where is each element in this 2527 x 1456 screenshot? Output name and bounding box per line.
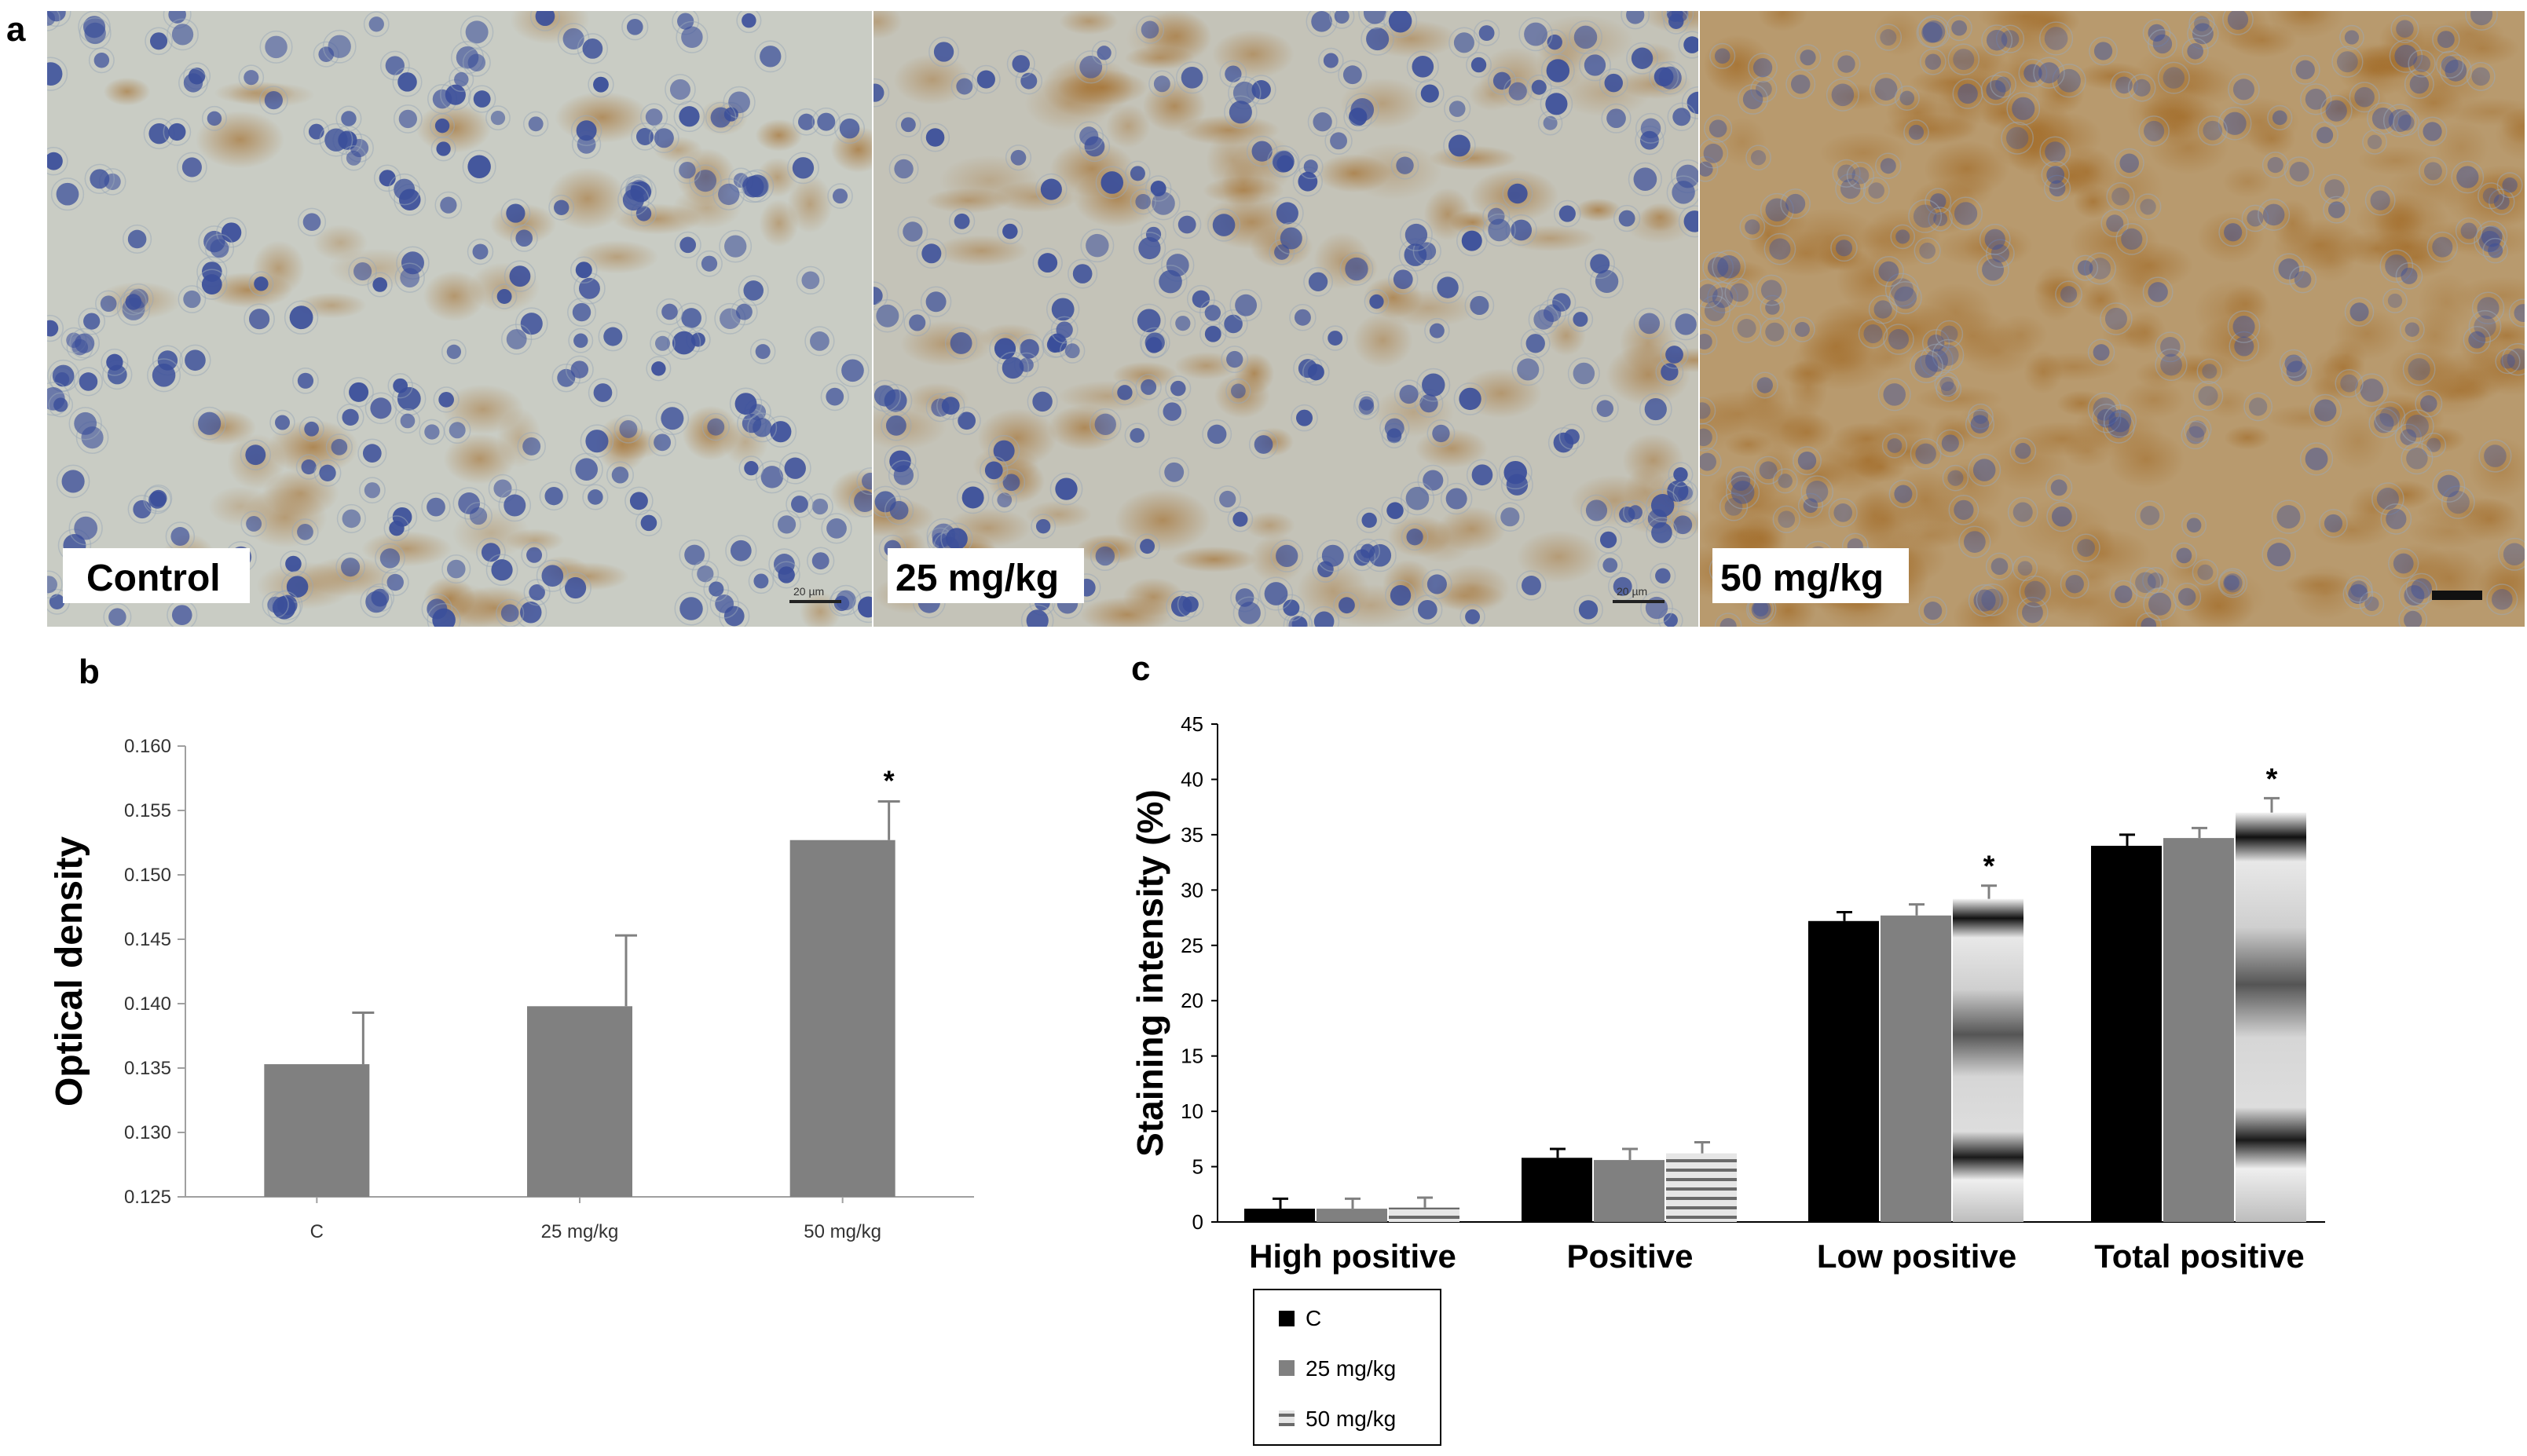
bar-3-1 [2163, 838, 2234, 1222]
micrograph-25mg [873, 11, 1698, 627]
y-tick-label: 0.125 [124, 1187, 171, 1208]
y-tick-label: 10 [1181, 1099, 1203, 1123]
y-tick-label: 35 [1181, 823, 1203, 847]
image-label-control: Control [86, 558, 221, 599]
bar-2-0 [1808, 920, 1879, 1222]
scale-bar-control: 20 µm [789, 585, 841, 603]
legend-label-25mg: 25 mg/kg [1306, 1356, 1396, 1381]
legend-item-25mg: 25 mg/kg [1279, 1356, 1396, 1381]
y-tick-label: 0 [1192, 1210, 1203, 1234]
image-label-50mg: 50 mg/kg [1720, 558, 1884, 599]
legend-item-50mg: 50 mg/kg [1279, 1407, 1396, 1431]
significance-mark-2: * [884, 765, 895, 797]
bar-1-1 [1594, 1160, 1665, 1222]
y-axis-title: Optical density [49, 836, 90, 1107]
y-tick-label: 0.160 [124, 736, 171, 757]
label-box-25mg [888, 548, 1084, 603]
scale-text-control: 20 µm [793, 585, 824, 598]
y-tick-label: 45 [1181, 712, 1203, 736]
chart-staining-intensity: 0 5 10 15 20 25 30 35 40 45 High positive Positive *… [1130, 712, 2325, 1275]
legend: C 25 mg/kg 50 mg/kg [1253, 1289, 1441, 1446]
y-tick-label: 25 [1181, 934, 1203, 957]
y-tick-label: 20 [1181, 989, 1203, 1012]
legend-swatch-50mg [1279, 1410, 1295, 1426]
legend-label-50mg: 50 mg/kg [1306, 1407, 1396, 1431]
bar-2 [789, 840, 895, 1197]
y-tick-label: 30 [1181, 878, 1203, 902]
y-tick-label: 0.145 [124, 929, 171, 950]
legend-swatch-25mg [1279, 1360, 1295, 1376]
x-tick-label: C [310, 1221, 324, 1242]
micrograph-50mg [1700, 11, 2525, 627]
micrograph-control [47, 11, 872, 627]
y-tick-label: 15 [1181, 1044, 1203, 1068]
bar-3-2 [2236, 812, 2306, 1222]
bar-1-2 [1666, 1153, 1737, 1222]
y-tick-label: 40 [1181, 767, 1203, 791]
category-label: Positive [1566, 1238, 1693, 1275]
y-tick-label: 0.130 [124, 1122, 171, 1143]
legend-item-c: C [1279, 1306, 1321, 1330]
panel-c-letter: c [1131, 649, 1150, 688]
bar-1-0 [1522, 1158, 1592, 1222]
category-label: Low positive [1817, 1238, 2016, 1275]
bar-0-0 [1244, 1209, 1315, 1222]
bar-2-2 [1953, 898, 2023, 1222]
bar-1 [527, 1006, 632, 1197]
scale-bar-25mg: 20 µm [1613, 585, 1665, 603]
bar-0-2 [1389, 1207, 1459, 1222]
scale-text-25mg: 20 µm [1617, 585, 1647, 598]
y-tick-label: 0.150 [124, 865, 171, 886]
y-axis-title: Staining intensity (%) [1130, 789, 1170, 1157]
scale-bar-50mg [2432, 591, 2482, 600]
significance-mark-3: * [2266, 763, 2278, 796]
x-tick-label: 50 mg/kg [804, 1221, 881, 1242]
chart-optical-density: 0.125 0.130 0.135 0.140 0.145 0.150 0.155 0.160… [49, 736, 974, 1242]
image-label-25mg: 25 mg/kg [895, 558, 1059, 599]
x-tick-label: 25 mg/kg [541, 1221, 619, 1242]
bar-0 [264, 1064, 370, 1197]
bar-0-1 [1317, 1209, 1387, 1222]
category-label: Total positive [2094, 1238, 2305, 1275]
legend-swatch-c [1279, 1311, 1295, 1326]
y-tick-label: 0.135 [124, 1058, 171, 1079]
bar-2-1 [1881, 915, 1951, 1222]
y-tick-label: 0.140 [124, 993, 171, 1015]
label-box-50mg [1712, 548, 1909, 603]
legend-label-c: C [1306, 1306, 1321, 1330]
panel-a-letter: a [6, 10, 26, 49]
bar-3-0 [2091, 845, 2162, 1222]
y-tick-label: 0.155 [124, 800, 171, 821]
significance-mark-2: * [1983, 851, 1995, 883]
panel-b-letter: b [79, 653, 100, 691]
label-box-control [63, 548, 250, 603]
category-label: High positive [1249, 1238, 1456, 1275]
y-tick-label: 5 [1192, 1155, 1203, 1179]
